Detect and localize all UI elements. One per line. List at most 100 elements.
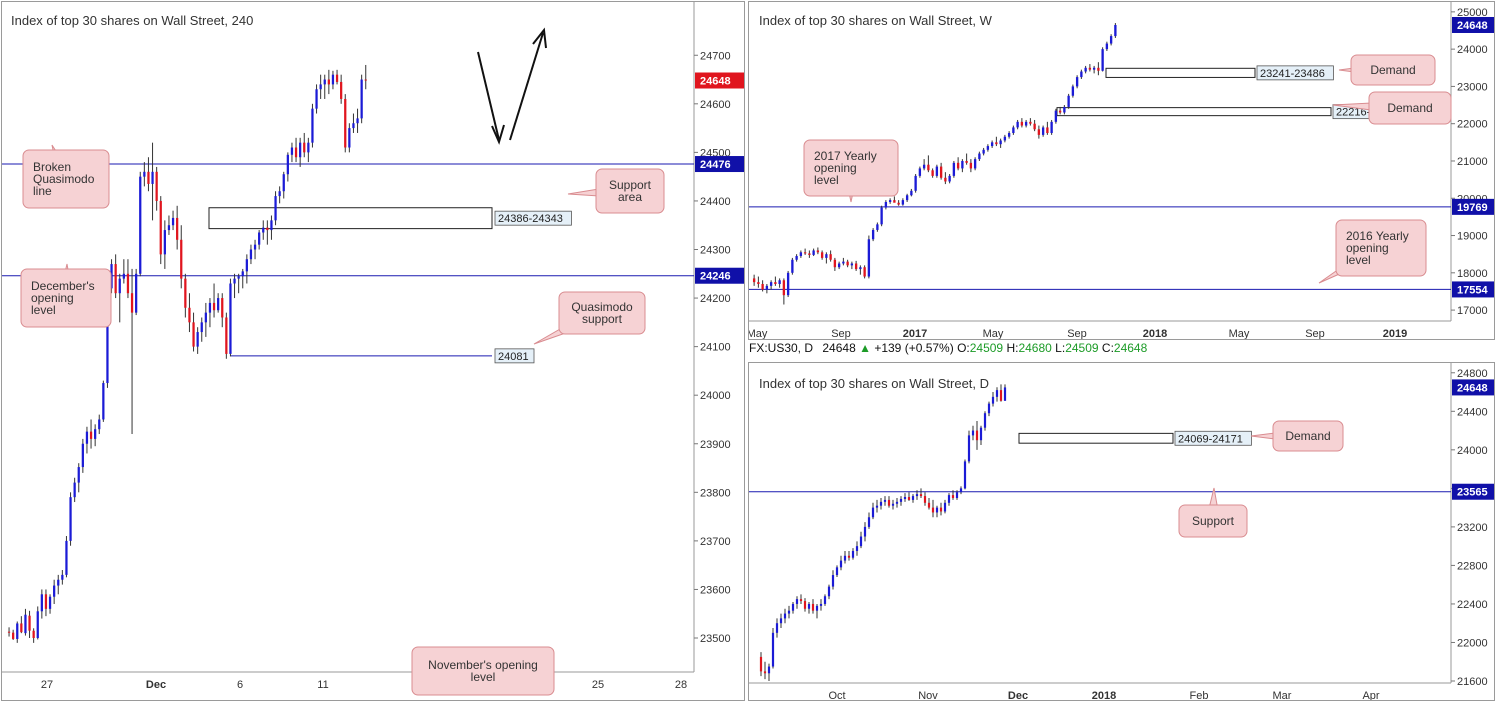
y-tick-label: 21000 bbox=[1457, 156, 1488, 168]
candle-body bbox=[767, 666, 771, 674]
candle-body bbox=[151, 171, 154, 184]
candle-body bbox=[995, 390, 999, 397]
level-price-tag-text: 24246 bbox=[700, 271, 731, 283]
candle-body bbox=[1024, 121, 1028, 126]
y-tick-label: 23000 bbox=[1457, 81, 1488, 93]
candle-body bbox=[901, 200, 905, 205]
candle-body bbox=[965, 160, 968, 163]
candle-body bbox=[1114, 24, 1117, 37]
h4-chart-panel[interactable]: 23500 23600 23700 23800 23900 24000 24100 24200… bbox=[1, 1, 745, 701]
candle-body bbox=[763, 671, 767, 674]
y-tick-label: 19000 bbox=[1457, 231, 1488, 243]
daily-chart-title: Index of top 30 shares on Wall Street, D bbox=[759, 376, 990, 391]
candle-body bbox=[983, 413, 987, 428]
candle-body bbox=[1071, 86, 1075, 96]
candle-body bbox=[126, 273, 130, 294]
candle-body bbox=[907, 497, 911, 500]
candle-body bbox=[757, 282, 760, 284]
callout-text: Quasimodo bbox=[33, 172, 95, 186]
level-price-tag bbox=[1452, 483, 1494, 500]
candle-body bbox=[303, 142, 306, 153]
candle-body bbox=[879, 501, 883, 506]
candle-body bbox=[143, 171, 146, 177]
x-tick-label: Apr bbox=[1362, 690, 1379, 700]
callout-box bbox=[803, 139, 899, 197]
candle-body bbox=[262, 227, 265, 233]
candle-body bbox=[783, 613, 787, 619]
candle-body bbox=[843, 555, 847, 561]
callout-text: level bbox=[814, 173, 839, 187]
last-price: 24648 bbox=[822, 341, 856, 355]
candle-body bbox=[65, 540, 68, 575]
arrow-down-line bbox=[477, 51, 500, 141]
candle-body bbox=[854, 263, 858, 270]
candle-body bbox=[106, 288, 109, 384]
candle-body bbox=[1097, 67, 1100, 71]
candle-body bbox=[795, 256, 798, 260]
candle-body bbox=[795, 599, 799, 604]
candle-body bbox=[952, 162, 956, 176]
candle-body bbox=[863, 526, 867, 537]
x-tick-label: 2018 bbox=[1092, 690, 1116, 700]
h4-chart-title: Index of top 30 shares on Wall Street, 2… bbox=[11, 13, 254, 28]
candle-body bbox=[839, 560, 843, 568]
high-value: 24680 bbox=[1018, 341, 1052, 355]
callout-text: level bbox=[1346, 253, 1371, 267]
candle-body bbox=[249, 249, 253, 260]
y-tick-label: 23600 bbox=[700, 584, 731, 596]
x-tick-label: Dec bbox=[1008, 690, 1028, 700]
candle-body bbox=[971, 430, 975, 436]
x-tick-label: Dec bbox=[146, 679, 166, 691]
candle-body bbox=[1109, 36, 1113, 44]
candle-body bbox=[139, 176, 142, 274]
candle-body bbox=[184, 278, 187, 308]
low-label: L: bbox=[1055, 341, 1066, 355]
candle-body bbox=[961, 160, 964, 169]
daily-chart-panel[interactable]: 2160022000224002280023200236002400024400… bbox=[748, 362, 1495, 701]
candle-body bbox=[825, 254, 828, 258]
x-tick-label: 28 bbox=[675, 679, 687, 691]
candle-body bbox=[911, 496, 915, 500]
weekly-chart-panel[interactable]: 1700018000190002000021000220002300024000… bbox=[748, 1, 1495, 340]
candle-body bbox=[40, 594, 43, 612]
candle-body bbox=[225, 317, 228, 354]
candle-body bbox=[217, 298, 220, 311]
candle-body bbox=[884, 201, 888, 208]
candle-body bbox=[77, 467, 80, 483]
candle-body bbox=[352, 123, 355, 129]
candle-body bbox=[803, 601, 807, 609]
x-tick-label: 2017 bbox=[903, 328, 927, 339]
x-tick-label: Sep bbox=[831, 328, 851, 339]
candle-body bbox=[820, 252, 824, 258]
candle-body bbox=[1080, 71, 1083, 78]
candle-body bbox=[880, 207, 883, 225]
candle-body bbox=[1016, 121, 1019, 128]
callout-box bbox=[411, 646, 555, 696]
candle-body bbox=[761, 283, 764, 290]
candle-body bbox=[914, 175, 917, 191]
candle-body bbox=[963, 461, 967, 489]
candle-body bbox=[922, 164, 926, 169]
symbol-infobar: FX:US30, D 24648 ▲ +139 (+0.57%) O:24509… bbox=[749, 341, 1147, 355]
arrow-up-line bbox=[509, 32, 544, 141]
candle-body bbox=[1084, 67, 1087, 72]
candle-body bbox=[1050, 121, 1053, 134]
candle-body bbox=[897, 202, 900, 205]
x-tick-label: May bbox=[983, 328, 1004, 339]
zone-tag bbox=[1256, 65, 1334, 81]
candle-body bbox=[1092, 67, 1096, 70]
level-price-tag-text: 23565 bbox=[1457, 487, 1488, 499]
candle-body bbox=[973, 159, 977, 169]
y-tick-label: 24000 bbox=[1457, 445, 1488, 457]
up-arrow-icon: ▲ bbox=[859, 341, 871, 355]
callout-text: opening bbox=[814, 161, 857, 175]
candle-body bbox=[927, 164, 930, 171]
callout-text: Quasimodo bbox=[571, 300, 633, 314]
level-price-tag-text: 24476 bbox=[700, 159, 731, 171]
candle-body bbox=[815, 605, 819, 611]
candle-body bbox=[1105, 43, 1109, 50]
y-tick-label: 23900 bbox=[700, 439, 731, 451]
x-tick-label: 2019 bbox=[1383, 328, 1407, 339]
candle-body bbox=[48, 596, 52, 609]
current-price-tag bbox=[1452, 379, 1494, 396]
